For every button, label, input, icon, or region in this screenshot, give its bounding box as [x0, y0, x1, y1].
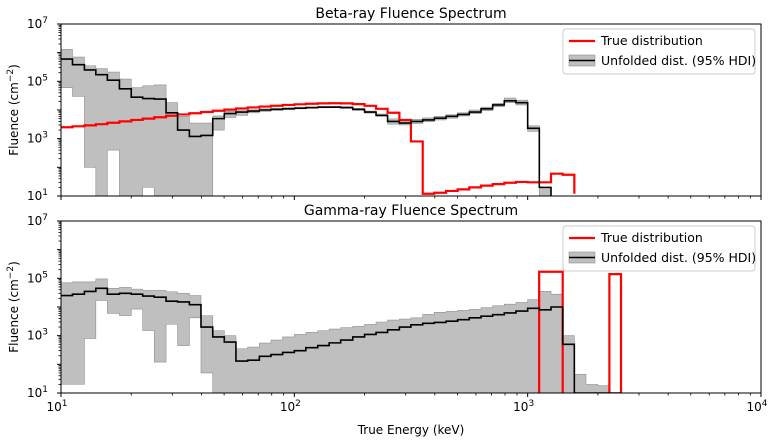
legend-unfolded-label: Unfolded dist. (95% HDI) — [601, 53, 756, 68]
y-tick-exponent: 5 — [42, 73, 48, 83]
true-distribution-line — [61, 102, 576, 195]
y-axis-label: Fluence (cm−2) — [6, 261, 21, 353]
y-label-exponent: −2 — [6, 266, 16, 279]
x-tick-exponent: 4 — [762, 399, 768, 409]
legend-frame — [562, 225, 756, 272]
y-tick-label: 101 — [27, 188, 48, 203]
unfolded-line — [61, 58, 552, 196]
y-tick-label: 107 — [27, 16, 48, 31]
y-tick-exponent: 7 — [42, 213, 48, 223]
x-tick-exponent: 1 — [62, 399, 68, 409]
y-tick-exponent: 5 — [42, 270, 48, 280]
y-tick-label: 101 — [27, 385, 48, 400]
plot-area — [61, 49, 576, 196]
y-tick-label: 103 — [27, 328, 48, 343]
unfolded-line — [61, 287, 622, 393]
y-tick-label: 105 — [27, 270, 48, 285]
y-tick-exponent: 1 — [42, 385, 48, 395]
y-tick-label: 105 — [27, 73, 48, 88]
y-label-exponent: −2 — [6, 69, 16, 82]
y-tick-label: 103 — [27, 131, 48, 146]
y-tick-exponent: 3 — [42, 131, 48, 141]
legend: True distribution Unfolded dist. (95% HDI… — [562, 225, 756, 272]
gamma-title: Gamma-ray Fluence Spectrum — [304, 203, 518, 219]
plot-area — [61, 270, 623, 393]
y-tick-exponent: 7 — [42, 16, 48, 26]
y-label-close: ) — [7, 261, 21, 266]
x-tick-exponent: 2 — [295, 399, 301, 409]
hdi-band — [61, 278, 621, 393]
x-tick-label: 104 — [746, 399, 767, 414]
hdi-band — [61, 49, 552, 196]
legend-frame — [562, 28, 756, 75]
x-tick-label: 101 — [46, 399, 67, 414]
y-label-text: Fluence (cm — [7, 279, 21, 353]
x-tick-label: 103 — [513, 399, 534, 414]
y-tick-exponent: 1 — [42, 188, 48, 198]
legend-true-label: True distribution — [600, 33, 703, 48]
y-label-text: Fluence (cm — [7, 82, 21, 156]
beta-spectrum-panel: Beta-ray Fluence Spectrum 101 103 105 107 Fl… — [6, 6, 762, 203]
y-tick-exponent: 3 — [42, 328, 48, 338]
x-tick-label: 102 — [280, 399, 301, 414]
beta-title: Beta-ray Fluence Spectrum — [315, 6, 506, 22]
legend: True distribution Unfolded dist. (95% HDI… — [562, 28, 756, 75]
x-axis-label: True Energy (keV) — [357, 423, 465, 437]
x-tick-exponent: 3 — [528, 399, 534, 409]
gamma-spectrum-panel: Gamma-ray Fluence Spectrum True Energy (… — [6, 203, 768, 437]
y-label-close: ) — [7, 64, 21, 69]
legend-unfolded-label: Unfolded dist. (95% HDI) — [601, 250, 756, 265]
true-peak-2 — [608, 273, 623, 393]
y-axis-label: Fluence (cm−2) — [6, 64, 21, 156]
legend-true-label: True distribution — [600, 230, 703, 245]
y-tick-label: 107 — [27, 213, 48, 228]
